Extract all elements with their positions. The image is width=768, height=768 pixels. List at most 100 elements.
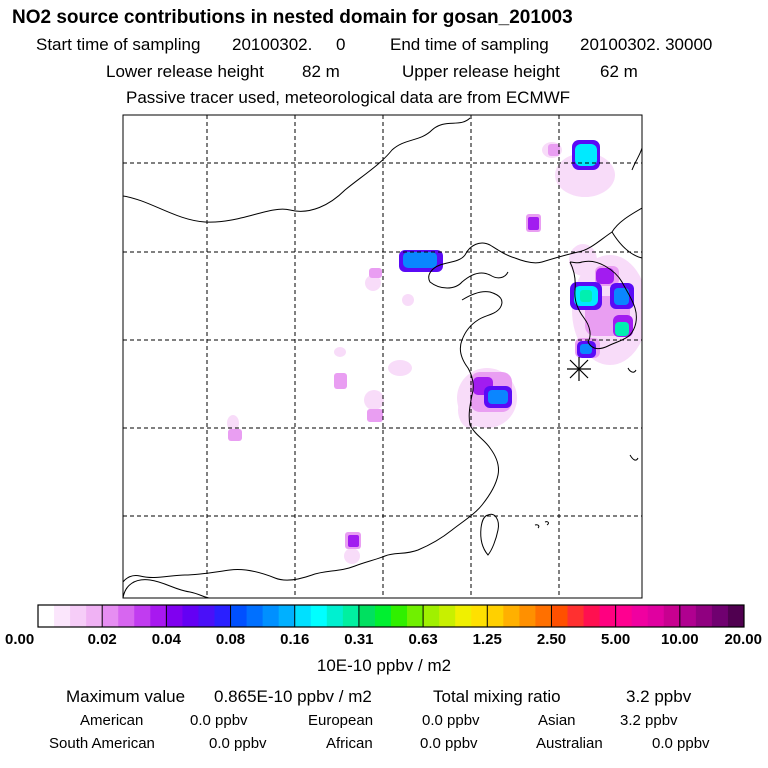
colorbar-tick-label: 10.00 [661,631,699,648]
colorbar-frame [37,604,745,628]
end-time-label: End time of sampling [390,35,549,54]
colorbar-swatch [727,605,745,627]
taiwan-coastline [480,513,499,556]
colorbar-swatch [487,605,504,627]
colorbar-swatch [230,605,247,627]
colorbar-swatch [631,605,649,627]
lat-lon-grid [123,115,642,598]
plume-patch [369,268,382,278]
plume-core [488,390,508,404]
colorbar-tick-label: 1.25 [472,631,502,648]
plume-core [403,252,437,268]
receptor-marker [567,357,591,381]
tracer-note: Passive tracer used, meteorological data… [126,88,571,107]
colorbar-swatch [455,605,472,627]
colorbar [37,604,745,628]
plume-core [614,288,629,305]
plume-halo [388,360,412,376]
lower-height-label: Lower release height [106,62,264,81]
max-value-label: Maximum value [66,687,186,706]
colorbar-tick-label: 0.00 [5,631,35,648]
colorbar-units: 10E-10 ppbv / m2 [316,656,452,675]
colorbar-swatch [182,605,199,627]
colorbar-swatch [278,605,296,627]
colorbar-swatch [214,605,231,627]
colorbar-swatch [551,605,568,627]
colorbar-swatch [374,605,392,627]
map-panel [122,114,643,599]
colorbar-swatch [38,605,55,627]
colorbar-swatch [679,605,697,627]
colorbar-swatch [535,605,552,627]
colorbar-swatch [358,605,376,627]
map-frame [122,114,643,599]
coastline [123,579,211,598]
plume-peak [575,144,597,166]
plume-halo [402,294,414,306]
colorbar-tick-label: 0.63 [408,631,438,648]
max-value: 0.865E-10 ppbv / m2 [214,687,372,706]
island [544,521,549,526]
region-asian-value: 3.2 ppbv [620,712,678,729]
colorbar-tick-label: 0.31 [344,631,374,648]
colorbar-tick-label: 20.00 [724,631,762,648]
lower-height-value: 82 m [302,62,340,81]
plume-patch [334,373,347,389]
colorbar-swatch [198,605,215,627]
start-time-label: Start time of sampling [36,35,201,54]
end-time-value: 20100302. 30000 [580,35,713,54]
colorbar-swatch [70,605,87,627]
region-african-value: 0.0 ppbv [420,735,478,752]
island [629,454,639,461]
coastline [611,231,642,259]
colorbar-swatch [439,605,456,627]
colorbar-swatch [615,605,633,627]
colorbar-swatch [663,605,681,627]
plume-halo [364,390,384,410]
colorbar-swatch [599,605,617,627]
colorbar-swatch [695,605,713,627]
plume-patch [228,429,242,441]
colorbar-tick-label: 5.00 [601,631,631,648]
colorbar-swatch [519,605,536,627]
plume-core [596,268,614,284]
boundary-line [123,117,471,223]
plume-peak [615,322,629,336]
region-south-american-label: South American [49,735,155,752]
colorbar-swatch [134,605,151,627]
upper-height-value: 62 m [600,62,638,81]
colorbar-swatch [294,605,312,627]
plume-northeast-halo [555,153,615,197]
plume-halo [344,548,360,564]
total-mixing-value: 3.2 ppbv [626,687,692,706]
region-south-american-value: 0.0 ppbv [209,735,267,752]
region-australian-value: 0.0 ppbv [652,735,710,752]
region-european-value: 0.0 ppbv [422,712,480,729]
colorbar-swatch [471,605,488,627]
colorbar-swatch [583,605,600,627]
colorbar-swatch [423,605,440,627]
coastlines [123,117,642,598]
plume-peak [580,290,592,302]
plume-halo [334,347,346,357]
colorbar-swatch [102,605,119,627]
coastline-korea [569,260,637,350]
region-australian-label: Australian [536,735,603,752]
region-american-value: 0.0 ppbv [190,712,248,729]
coastline [123,291,503,583]
region-american-label: American [80,712,144,729]
plume-halo [365,275,381,291]
colorbar-swatch [150,605,167,627]
colorbar-tick-label: 0.16 [280,631,310,648]
plume-patch [548,144,560,156]
colorbar-tick-label: 0.04 [151,631,181,648]
colorbar-swatch [166,605,183,627]
colorbar-swatch [647,605,665,627]
colorbar-swatch [262,605,280,627]
island [627,367,637,373]
coastline [631,147,642,171]
colorbar-swatch [567,605,584,627]
plume-halo [227,415,239,431]
colorbar-swatch [54,605,71,627]
